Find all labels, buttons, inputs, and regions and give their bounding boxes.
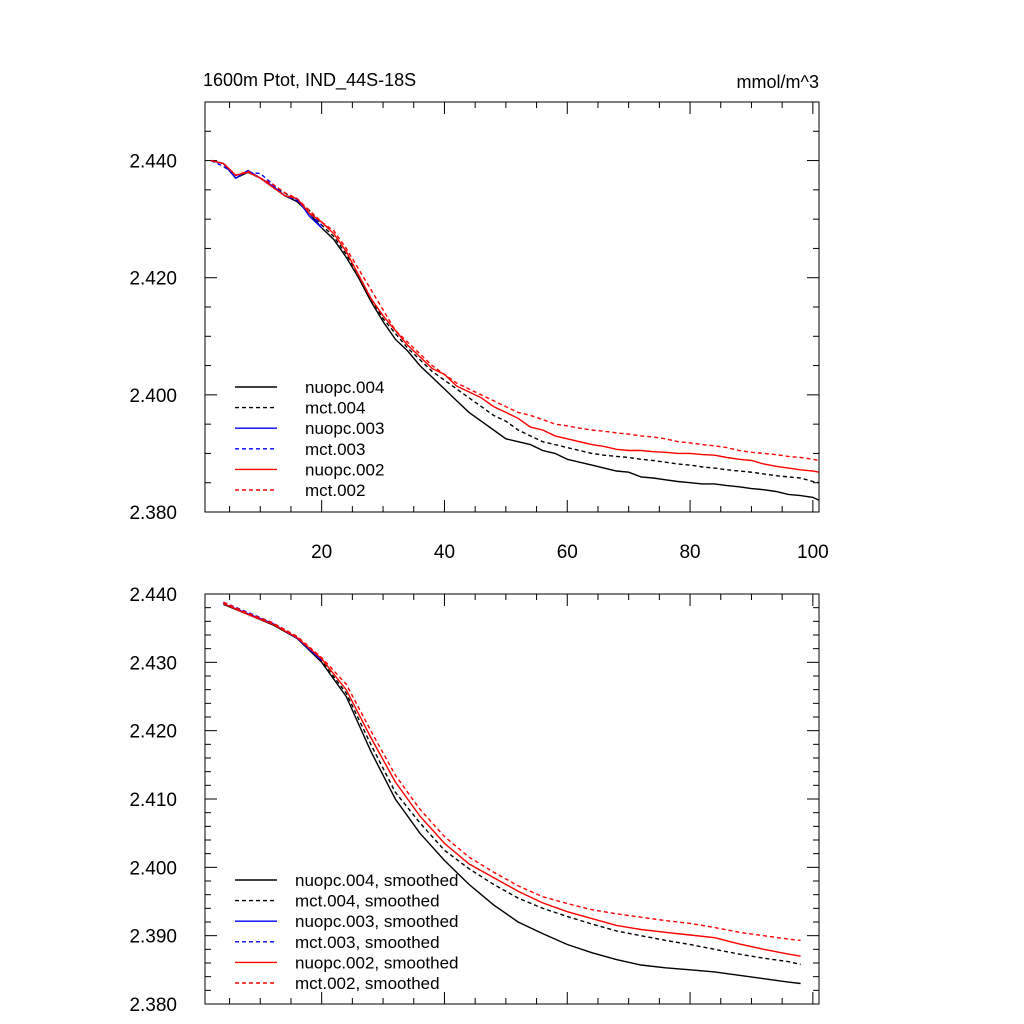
top-panel-frame — [204, 101, 820, 513]
bottom-panel-frame — [204, 593, 820, 1005]
bottom-series-nuopc-002-smoothed — [223, 602, 801, 957]
bottom-y-tick-label: 2.430 — [129, 653, 177, 674]
top-panel: 1600m Ptot, IND_44S-18S mmol/m^3 20 40 60 8… — [129, 70, 828, 563]
top-panel-ticks: 20 40 60 80 100 2.380 2.400 2.420 2.440 — [129, 101, 829, 563]
top-legend-label-nuopc-003: nuopc.003 — [305, 419, 384, 438]
bottom-series-mct-004-smoothed — [223, 602, 801, 966]
top-y-tick-label: 2.440 — [129, 152, 177, 173]
bottom-y-tick-label: 2.400 — [129, 858, 177, 879]
top-panel-series — [210, 159, 820, 501]
bottom-legend-label-mct-004-smoothed: mct.004, smoothed — [295, 892, 440, 911]
top-y-tick-label: 2.420 — [129, 269, 177, 290]
top-panel-units: mmol/m^3 — [737, 72, 819, 92]
bottom-y-tick-label: 2.420 — [129, 722, 177, 743]
bottom-legend-label-mct-003-smoothed: mct.003, smoothed — [295, 933, 440, 952]
top-legend-label-mct-003: mct.003 — [305, 440, 365, 459]
top-x-tick-label: 60 — [557, 542, 578, 563]
top-legend-label-nuopc-002: nuopc.002 — [305, 460, 384, 479]
top-x-tick-label: 20 — [311, 542, 332, 563]
bottom-legend-label-nuopc-003-smoothed: nuopc.003, smoothed — [295, 912, 459, 931]
top-x-tick-label: 80 — [679, 542, 700, 563]
bottom-legend-label-nuopc-002-smoothed: nuopc.002, smoothed — [295, 953, 459, 972]
bottom-legend-label-nuopc-004-smoothed: nuopc.004, smoothed — [295, 871, 459, 890]
bottom-series-nuopc-004-smoothed — [223, 603, 801, 985]
top-x-tick-label: 40 — [434, 542, 455, 563]
top-y-tick-label: 2.380 — [129, 503, 177, 524]
bottom-legend-label-mct-002-smoothed: mct.002, smoothed — [295, 974, 440, 993]
top-series-nuopc-003 — [210, 159, 323, 229]
top-legend-label-mct-002: mct.002 — [305, 481, 365, 500]
bottom-panel: 2.380 2.390 2.400 2.410 2.420 2.430 2.440 nuop… — [129, 585, 820, 1016]
top-series-nuopc-004 — [210, 159, 820, 501]
bottom-y-tick-label: 2.410 — [129, 790, 177, 811]
bottom-series-nuopc-003-smoothed — [223, 602, 323, 661]
top-series-nuopc-002 — [210, 159, 820, 473]
top-series-mct-004 — [210, 159, 820, 484]
top-series-mct-003 — [210, 159, 323, 226]
bottom-y-tick-label: 2.380 — [129, 995, 177, 1016]
bottom-y-tick-label: 2.440 — [129, 585, 177, 606]
top-series-mct-002 — [210, 159, 820, 462]
top-y-tick-label: 2.400 — [129, 386, 177, 407]
bottom-panel-series — [223, 601, 801, 985]
bottom-panel-ticks: 2.380 2.390 2.400 2.410 2.420 2.430 2.440 — [129, 585, 819, 1016]
top-legend-label-nuopc-004: nuopc.004 — [305, 378, 384, 397]
bottom-y-tick-label: 2.390 — [129, 927, 177, 948]
bottom-series-mct-002-smoothed — [223, 601, 801, 942]
top-legend-label-mct-004: mct.004 — [305, 399, 365, 418]
top-x-tick-label: 100 — [797, 542, 829, 563]
top-panel-title: 1600m Ptot, IND_44S-18S — [203, 70, 416, 91]
